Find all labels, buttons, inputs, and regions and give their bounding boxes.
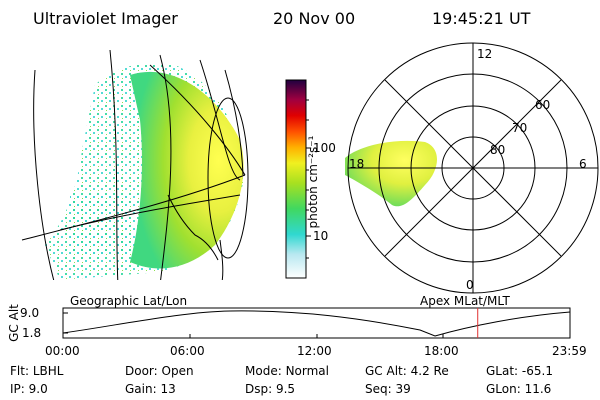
- status-gain: Gain: 13: [125, 382, 176, 396]
- altitude-plot: [62, 307, 571, 339]
- status-seq: Seq: 39: [365, 382, 411, 396]
- mlt-label-0: 0: [466, 278, 474, 292]
- altitude-ylabel: GC Alt: [7, 304, 21, 342]
- mlt-label-18: 18: [349, 157, 365, 171]
- xtick-0600: 06:00: [170, 344, 205, 358]
- geographic-panel-label: Geographic Lat/Lon: [70, 294, 188, 308]
- altitude-ymin: 1.8: [22, 326, 42, 340]
- mlt-label-12: 12: [477, 47, 493, 61]
- instrument-title: Ultraviolet Imager: [33, 9, 178, 28]
- xtick-1800: 18:00: [424, 344, 459, 358]
- xtick-2359: 23:59: [552, 344, 587, 358]
- image-date: 20 Nov 00: [273, 9, 356, 28]
- status-ip: IP: 9.0: [10, 382, 48, 396]
- status-glon: GLon: 11.6: [486, 382, 552, 396]
- xtick-1200: 12:00: [297, 344, 332, 358]
- polar-mlt-plot: [345, 42, 599, 294]
- status-door: Door: Open: [125, 364, 194, 378]
- lat-label-80: 80: [490, 143, 506, 157]
- xtick-0000: 00:00: [45, 344, 80, 358]
- geographic-image: [21, 49, 249, 280]
- colorbar: [285, 79, 311, 279]
- status-glat: GLat: -65.1: [486, 364, 553, 378]
- status-flt: Flt: LBHL: [10, 364, 64, 378]
- apex-panel-label: Apex MLat/MLT: [420, 294, 510, 308]
- altitude-ymax: 9.0: [20, 306, 40, 320]
- lat-label-60: 60: [535, 98, 551, 112]
- colorbar-label-10: 10: [313, 229, 329, 243]
- status-gcalt: GC Alt: 4.2 Re: [365, 364, 449, 378]
- lat-label-70: 70: [512, 121, 528, 135]
- mlt-label-6: 6: [579, 157, 587, 171]
- status-dsp: Dsp: 9.5: [245, 382, 296, 396]
- status-mode: Mode: Normal: [245, 364, 329, 378]
- image-time: 19:45:21 UT: [432, 9, 531, 28]
- colorbar-label-100: 100: [313, 141, 336, 155]
